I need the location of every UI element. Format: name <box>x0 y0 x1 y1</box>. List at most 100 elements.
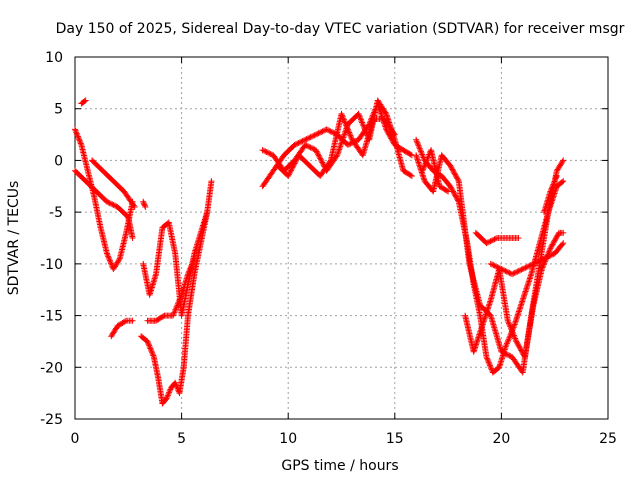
data-point-marker <box>326 158 333 165</box>
data-point-marker <box>545 253 552 260</box>
data-point-marker <box>174 300 181 307</box>
data-point-marker <box>413 138 420 145</box>
data-point-marker <box>82 97 89 104</box>
data-point-marker <box>360 123 367 130</box>
data-point-marker <box>559 178 566 185</box>
y-tick-label: 5 <box>54 102 63 118</box>
y-tick-label: 10 <box>45 50 63 66</box>
data-point-marker <box>262 148 269 155</box>
data-point-marker <box>527 262 534 269</box>
data-point-marker <box>72 126 78 133</box>
y-tick-label: -25 <box>40 412 63 428</box>
data-point-marker <box>483 240 490 247</box>
data-point-marker <box>447 184 454 191</box>
data-point-marker <box>176 297 183 304</box>
data-point-marker <box>177 293 184 300</box>
data-point-marker <box>560 229 567 236</box>
data-point-marker <box>346 130 353 137</box>
data-point-marker <box>515 267 522 274</box>
data-point-marker <box>362 126 369 133</box>
data-point-marker <box>523 264 530 271</box>
data-point-marker <box>304 143 311 150</box>
data-point-marker <box>145 339 152 346</box>
data-point-marker <box>488 237 495 244</box>
data-point-marker <box>335 147 342 154</box>
data-point-marker <box>319 159 326 166</box>
data-point-marker <box>81 98 88 105</box>
data-point-marker <box>147 346 154 353</box>
data-point-marker <box>487 260 494 267</box>
data-point-marker <box>320 127 327 134</box>
data-point-marker <box>499 266 506 273</box>
data-point-marker <box>166 387 173 394</box>
data-point-marker <box>511 333 518 340</box>
data-point-marker <box>451 191 458 198</box>
data-point-marker <box>298 138 305 145</box>
data-point-marker <box>455 176 462 183</box>
data-point-marker <box>423 158 430 165</box>
data-point-marker <box>334 152 341 159</box>
data-point-marker <box>514 341 521 348</box>
data-point-marker <box>189 261 196 268</box>
data-point-marker <box>108 260 115 267</box>
x-tick-label: 20 <box>492 431 510 447</box>
data-point-marker <box>386 131 393 138</box>
data-point-marker <box>73 129 80 136</box>
data-point-marker <box>550 179 557 186</box>
data-point-marker <box>208 178 215 185</box>
data-point-marker <box>414 139 421 146</box>
data-point-marker <box>560 157 567 164</box>
y-axis-label: SDTVAR / TECUs <box>6 181 22 296</box>
data-point-marker <box>290 161 297 168</box>
tick-labels: 0 5 10 15 20 25 -25 -20 -15 -10 -5 0 5 10 <box>40 50 617 447</box>
data-point-marker <box>186 266 193 273</box>
data-point-marker <box>316 129 323 136</box>
data-point-marker <box>486 362 493 369</box>
data-point-marker <box>74 133 81 140</box>
data-point-marker <box>334 150 341 157</box>
data-point-marker <box>176 296 183 303</box>
data-point-marker <box>328 128 335 135</box>
data-point-marker <box>346 141 353 148</box>
data-point-marker <box>124 213 131 220</box>
data-point-marker <box>407 172 414 179</box>
data-point-marker <box>339 137 346 144</box>
data-point-marker <box>171 309 178 316</box>
data-point-marker <box>549 241 556 248</box>
data-point-marker <box>310 132 317 139</box>
data-point-marker <box>447 183 454 190</box>
data-point-marker <box>552 175 559 182</box>
data-point-marker <box>543 254 550 261</box>
data-point-marker <box>422 160 429 167</box>
data-point-marker <box>490 262 497 269</box>
data-point-marker <box>517 267 524 274</box>
data-point-marker <box>73 130 80 137</box>
data-point-marker <box>131 203 138 210</box>
chart-title: Day 150 of 2025, Sidereal Day-to-day VTE… <box>56 21 625 37</box>
data-point-marker <box>514 268 521 275</box>
data-point-marker <box>530 260 537 267</box>
data-point-marker <box>347 133 354 140</box>
data-point-marker <box>505 269 512 276</box>
data-point-marker <box>505 337 512 344</box>
data-point-marker <box>187 265 194 272</box>
data-point-marker <box>529 261 536 268</box>
data-point-marker <box>170 312 177 319</box>
data-point-marker <box>508 326 515 333</box>
data-point-marker <box>204 209 211 216</box>
data-point-marker <box>417 147 424 154</box>
data-point-marker <box>299 138 306 145</box>
data-point-marker <box>484 239 491 246</box>
data-point-marker <box>174 302 181 309</box>
data-point-marker <box>519 266 526 273</box>
data-point-marker <box>385 130 392 137</box>
data-point-marker <box>546 253 553 260</box>
data-point-marker <box>185 269 192 276</box>
data-point-marker <box>129 235 136 241</box>
data-point-marker <box>142 203 149 210</box>
data-point-marker <box>104 251 111 258</box>
data-point-marker <box>77 140 84 147</box>
data-point-marker <box>535 258 542 265</box>
